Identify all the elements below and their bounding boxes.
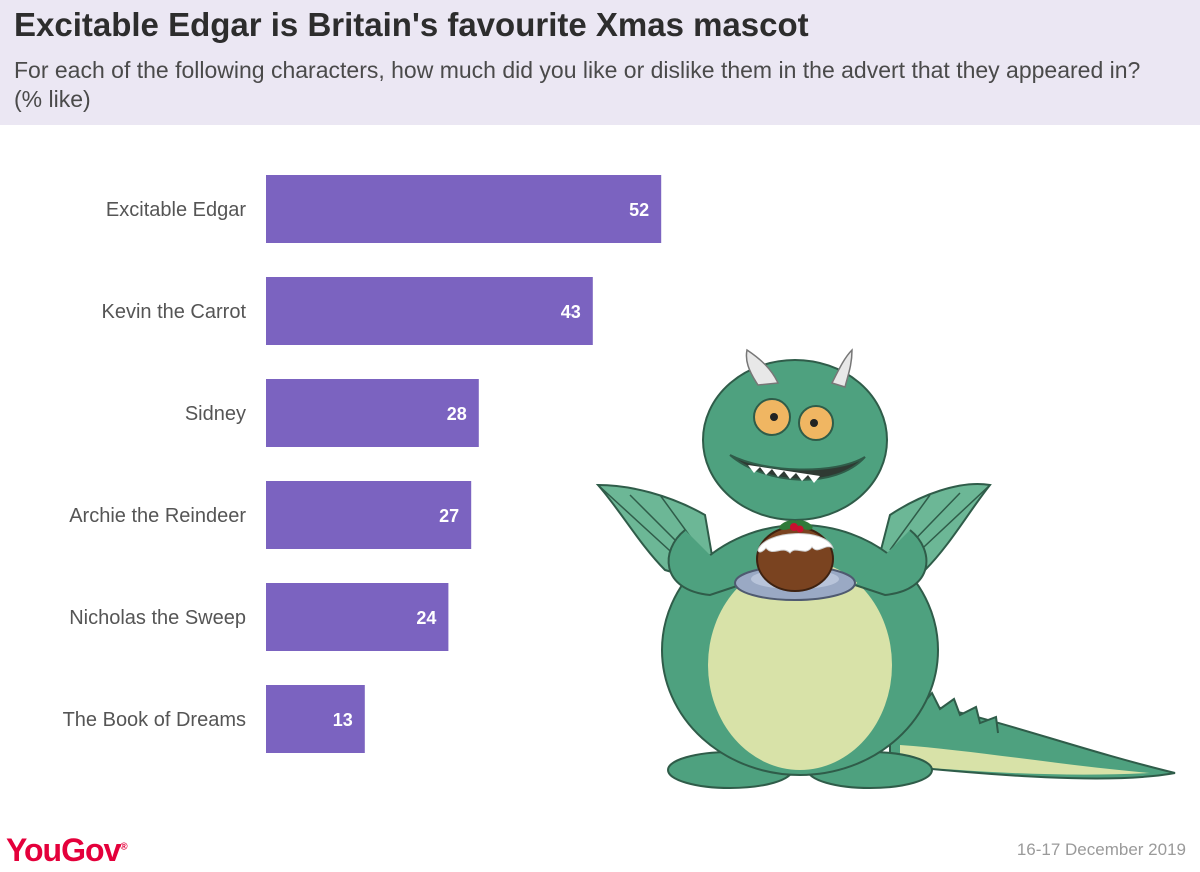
category-label: Kevin the Carrot bbox=[101, 301, 246, 323]
bar-value-label: 43 bbox=[561, 302, 581, 322]
bar-value-label: 52 bbox=[629, 200, 649, 220]
bar-value-label: 28 bbox=[447, 404, 467, 424]
header-band: Excitable Edgar is Britain's favourite X… bbox=[0, 0, 1200, 125]
survey-date: 16-17 December 2019 bbox=[1016, 840, 1186, 859]
bar bbox=[266, 685, 365, 753]
bar bbox=[266, 481, 472, 549]
bar-value-label: 13 bbox=[333, 710, 353, 730]
page-subtitle: For each of the following characters, ho… bbox=[14, 57, 1141, 112]
bar-value-label: 27 bbox=[439, 506, 459, 526]
bar-value-label: 24 bbox=[416, 608, 436, 628]
category-label: Nicholas the Sweep bbox=[69, 607, 246, 629]
category-label: Sidney bbox=[185, 403, 246, 425]
bar bbox=[266, 379, 479, 447]
category-label: Excitable Edgar bbox=[106, 199, 246, 221]
bar-chart: Excitable Edgar 52 Kevin the Carrot 43 Sidne… bbox=[63, 175, 662, 753]
yougov-logo: YouGov® bbox=[6, 832, 128, 868]
page-title: Excitable Edgar is Britain's favourite X… bbox=[14, 6, 809, 43]
bar bbox=[266, 175, 662, 243]
bar bbox=[266, 277, 593, 345]
category-label: Archie the Reindeer bbox=[69, 505, 246, 527]
category-label: The Book of Dreams bbox=[63, 709, 246, 731]
bar bbox=[266, 583, 449, 651]
green-dragon-mascot-icon bbox=[595, 348, 1176, 789]
